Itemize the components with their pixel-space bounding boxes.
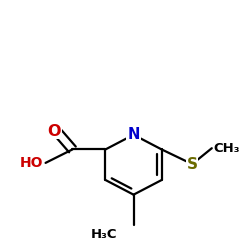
Text: N: N (127, 127, 140, 142)
Text: O: O (47, 124, 61, 138)
Text: H₃C: H₃C (91, 228, 118, 241)
Text: S: S (187, 156, 198, 172)
Text: CH₃: CH₃ (213, 142, 240, 155)
Text: HO: HO (20, 156, 43, 170)
